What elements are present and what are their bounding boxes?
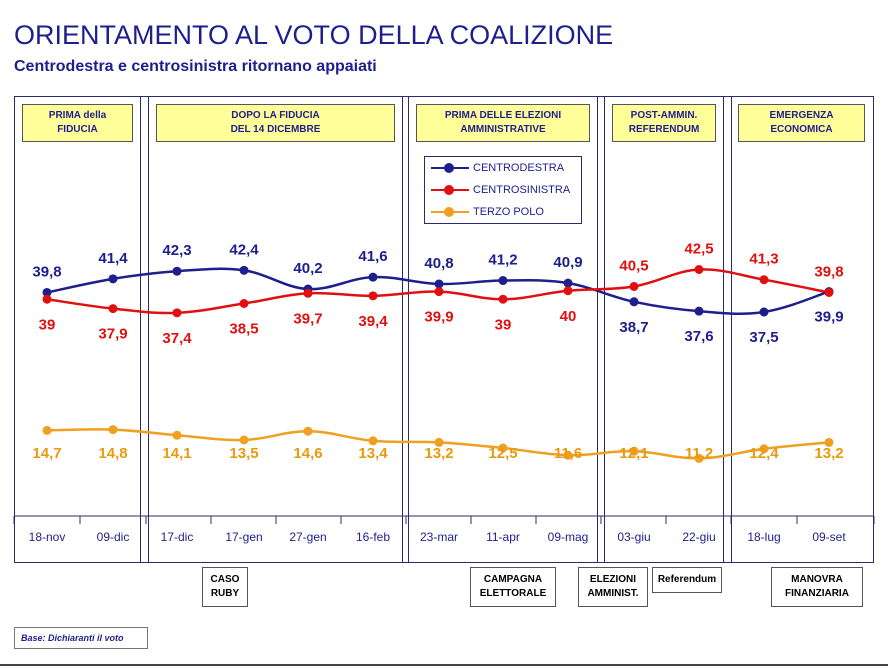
legend-label-centrodestra: CENTRODESTRA	[473, 162, 565, 174]
period-box-emergenza	[731, 96, 874, 563]
period-box-prima-elezioni	[408, 96, 598, 563]
legend-swatch-terzo-polo	[429, 206, 471, 218]
base-note: Base: Dichiaranti il voto	[14, 627, 148, 649]
event-campagna-elettorale: CAMPAGNA ELETTORALE	[470, 567, 556, 607]
legend-swatch-centrosinistra	[429, 184, 471, 196]
chart-legend: CENTRODESTRA CENTROSINISTRA TERZO POLO	[424, 156, 582, 224]
legend-item-centrosinistra: CENTROSINISTRA	[429, 181, 570, 199]
chart-subtitle: Centrodestra e centrosinistra ritornano …	[14, 58, 377, 75]
event-referendum: Referendum	[652, 567, 722, 593]
event-elezioni-amminist: ELEZIONI AMMINIST.	[578, 567, 648, 607]
event-manovra-finanziaria: MANOVRA FINANZIARIA	[771, 567, 863, 607]
legend-item-centrodestra: CENTRODESTRA	[429, 159, 564, 177]
period-box-prima-fiducia	[14, 96, 141, 563]
period-label-post-ammin: POST-AMMIN. REFERENDUM	[612, 104, 716, 142]
bottom-divider	[0, 664, 888, 666]
period-label-prima-elezioni: PRIMA DELLE ELEZIONI AMMINISTRATIVE	[416, 104, 590, 142]
legend-label-terzo-polo: TERZO POLO	[473, 206, 544, 218]
event-caso-ruby: CASO RUBY	[202, 567, 248, 607]
period-label-prima-fiducia: PRIMA della FIDUCIA	[22, 104, 133, 142]
period-box-post-ammin	[604, 96, 724, 563]
legend-label-centrosinistra: CENTROSINISTRA	[473, 184, 571, 196]
period-box-dopo-fiducia	[148, 96, 403, 563]
period-label-dopo-fiducia: DOPO LA FIDUCIA DEL 14 DICEMBRE	[156, 104, 395, 142]
legend-item-terzo-polo: TERZO POLO	[429, 203, 544, 221]
period-label-emergenza: EMERGENZA ECONOMICA	[738, 104, 865, 142]
legend-swatch-centrodestra	[429, 162, 471, 174]
chart-title: ORIENTAMENTO AL VOTO DELLA COALIZIONE	[14, 20, 614, 50]
